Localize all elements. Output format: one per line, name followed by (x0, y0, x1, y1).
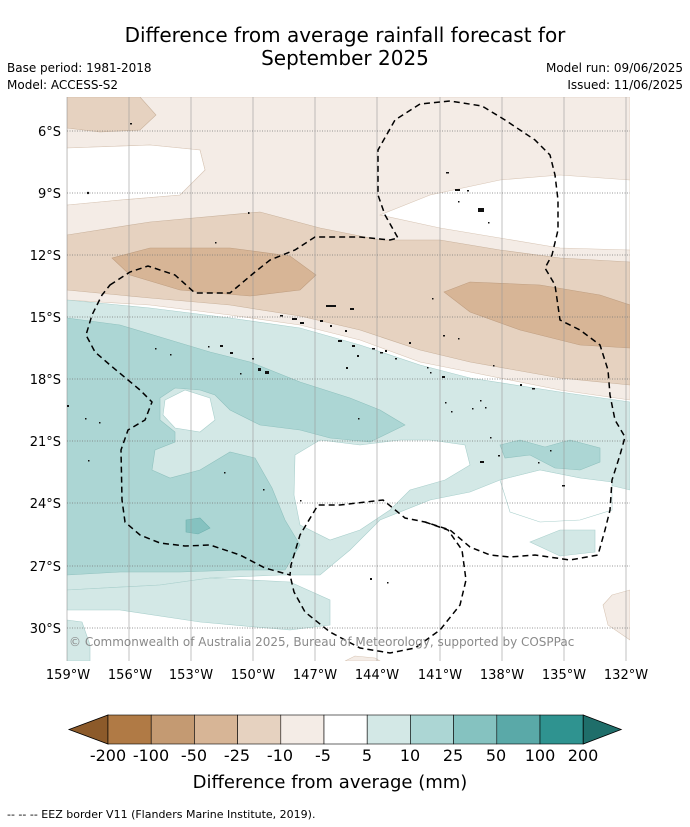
lon-label: 138°W (480, 668, 524, 683)
colorbar-title: Difference from average (mm) (193, 772, 468, 793)
colorbar-tick-label: 100 (525, 746, 556, 765)
colorbar-swatch (107, 714, 152, 745)
lat-label: 27°S (30, 560, 61, 575)
map-panel: © Commonwealth of Australia 2025, Bureau… (66, 97, 630, 661)
near-average-hole-east (499, 469, 613, 523)
lat-label: 9°S (38, 187, 61, 202)
lat-label: 12°S (30, 249, 61, 264)
colorbar-tick-label: 10 (400, 746, 420, 765)
eez-legend-note: -- -- -- EEZ border V11 (Flanders Marine… (7, 808, 316, 821)
near-average-hole-west (162, 389, 216, 433)
lon-label: 132°W (604, 668, 648, 683)
colorbar-swatch (280, 714, 325, 745)
colorbar-tick-label: -200 (90, 746, 126, 765)
lon-label: 153°W (169, 668, 213, 683)
lat-label: 15°S (30, 311, 61, 326)
colorbar-tick-label: -50 (181, 746, 207, 765)
colorbar-tick-label: 25 (443, 746, 463, 765)
colorbar-swatch (410, 714, 454, 745)
colorbar-arrow-high (582, 714, 623, 745)
colorbar-tick-label: -5 (315, 746, 331, 765)
near-average-hole-central (293, 439, 471, 541)
run-info: Model run: 09/06/2025 Issued: 11/06/2025 (546, 60, 683, 94)
copyright-notice: © Commonwealth of Australia 2025, Bureau… (69, 635, 574, 649)
lat-label: 30°S (30, 622, 61, 637)
lon-label: 156°W (108, 668, 152, 683)
map-title: Difference from average rainfall forecas… (0, 24, 690, 70)
lon-label: 150°W (231, 668, 275, 683)
lon-label: 135°W (542, 668, 586, 683)
colorbar-tick-label: -25 (224, 746, 250, 765)
wet-pale-region-south (67, 577, 331, 631)
lat-label: 6°S (38, 125, 61, 140)
lat-label: 18°S (30, 373, 61, 388)
colorbar-swatch (323, 714, 368, 745)
base-period: Base period: 1981-2018 (7, 61, 152, 75)
colorbar-tick-label: 200 (568, 746, 599, 765)
colorbar-swatch (150, 714, 195, 745)
near-average-gap-north (67, 144, 206, 206)
dry-pale-patch-southeast (602, 589, 630, 641)
rainfall-anomaly-contours (67, 97, 630, 661)
title-line-1: Difference from average rainfall forecas… (124, 23, 566, 47)
colorbar-tick-label: 50 (486, 746, 506, 765)
latitude-axis: 6°S 9°S 12°S 15°S 18°S 21°S 24°S 27°S 30… (30, 125, 61, 637)
colorbar-swatch (237, 714, 282, 745)
wet-light-patch-east (499, 439, 601, 471)
colorbar-tick-label: -100 (133, 746, 169, 765)
near-average-gap-northeast (378, 174, 630, 251)
wet-pale-patch-sw-corner (67, 619, 91, 661)
eez-french-polynesia (85, 100, 626, 576)
islands (67, 123, 565, 584)
model-info: Base period: 1981-2018 Model: ACCESS-S2 (7, 60, 152, 94)
colorbar-swatch (366, 714, 411, 745)
colorbar-swatch (453, 714, 498, 745)
lon-label: 141°W (418, 668, 462, 683)
lat-label: 24°S (30, 497, 61, 512)
colorbar-swatches (67, 714, 623, 745)
lon-label: 159°W (46, 668, 90, 683)
longitude-axis: 159°W 156°W 153°W 150°W 147°W 144°W 141°… (46, 668, 648, 683)
wet-pale-patch-southeast (529, 529, 596, 557)
colorbar-swatch (539, 714, 584, 745)
eez-borders (85, 100, 626, 654)
lon-label: 144°W (355, 668, 399, 683)
colorbar-tick-label: -10 (267, 746, 293, 765)
dry-light-region-nw (67, 97, 157, 133)
model-run-date: Model run: 09/06/2025 (545, 61, 683, 75)
colorbar-tick-label: 5 (362, 746, 372, 765)
wet-light-region (67, 317, 406, 576)
dry-moderate-region-east (443, 281, 630, 349)
colorbar-swatch (496, 714, 541, 745)
lat-label: 21°S (30, 435, 61, 450)
colorbar-ticks: -200 -100 -50 -25 -10 -5 5 10 25 50 100 … (90, 746, 598, 765)
dry-moderate-region-west (111, 247, 317, 297)
colorbar-swatch (194, 714, 238, 745)
colorbar: -200 -100 -50 -25 -10 -5 5 10 25 50 100 … (67, 714, 623, 793)
lon-label: 147°W (293, 668, 337, 683)
issued-date: Issued: 11/06/2025 (567, 78, 683, 92)
colorbar-arrow-low (67, 714, 109, 745)
dry-pale-patch-south (344, 655, 381, 661)
wet-moderate-patch (185, 517, 211, 535)
model-name: Model: ACCESS-S2 (7, 78, 119, 92)
title-line-2: September 2025 (261, 46, 429, 70)
